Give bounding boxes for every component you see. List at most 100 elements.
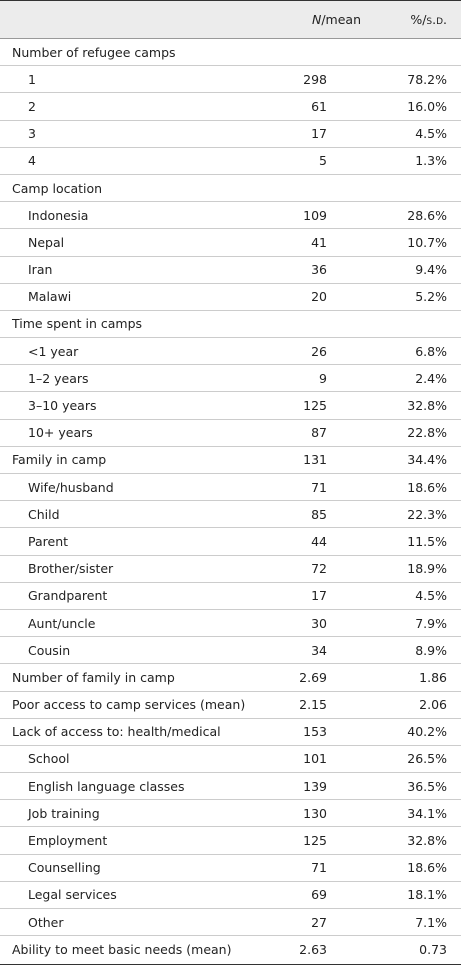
pct-cell: 18.9% <box>407 561 447 577</box>
table-row: Legal services 69 18.1% <box>0 882 461 909</box>
n-cell: 34 <box>311 642 327 658</box>
table-row: Job training 130 34.1% <box>0 800 461 828</box>
row-label: 2 <box>28 98 36 114</box>
row-label: Wife/husband <box>28 479 114 495</box>
pct-cell: 34.4% <box>407 452 447 468</box>
n-cell: 9 <box>319 370 327 386</box>
table-row: Indonesia 109 28.6% <box>0 202 461 230</box>
n-cell: 85 <box>311 506 327 522</box>
pct-cell: 11.5% <box>407 533 447 549</box>
row-label: 3–10 years <box>28 398 97 414</box>
n-cell: 125 <box>303 398 327 414</box>
header-text: /mean <box>321 12 361 27</box>
table-row: Child 85 22.3% <box>0 501 461 529</box>
row-label: 10+ years <box>28 425 93 441</box>
table-row: Camp location <box>0 175 461 203</box>
pct-cell: 40.2% <box>407 724 447 740</box>
table-row: Malawi 20 5.2% <box>0 284 461 311</box>
pct-cell: 7.9% <box>415 615 447 631</box>
table-row: Grandparent 17 4.5% <box>0 583 461 610</box>
table-body: Number of refugee camps 1 298 78.2% 2 61 16.0%… <box>0 39 461 963</box>
pct-cell: 18.6% <box>407 479 447 495</box>
n-cell: 69 <box>311 887 327 903</box>
pct-cell: 32.8% <box>407 398 447 414</box>
row-label: Other <box>28 914 64 930</box>
table-row: 2 61 16.0% <box>0 93 461 121</box>
n-cell: 2.69 <box>299 669 327 685</box>
n-cell: 36 <box>311 262 327 278</box>
row-label: Ability to meet basic needs (mean) <box>12 942 232 958</box>
row-label: Iran <box>28 262 53 278</box>
n-cell: 130 <box>303 805 327 821</box>
row-label: Employment <box>28 833 108 849</box>
n-cell: 131 <box>303 452 327 468</box>
table-row: Ability to meet basic needs (mean) 2.63 0.… <box>0 936 461 963</box>
table-row: Cousin 34 8.9% <box>0 637 461 665</box>
row-label: Poor access to camp services (mean) <box>12 697 246 713</box>
table-row: Time spent in camps <box>0 311 461 339</box>
n-cell: 2.63 <box>299 942 327 958</box>
table-row: 3–10 years 125 32.8% <box>0 392 461 420</box>
table-row: Number of refugee camps <box>0 39 461 67</box>
table-row: Parent 44 11.5% <box>0 528 461 556</box>
n-cell: 298 <box>303 71 327 87</box>
pct-cell: 4.5% <box>415 588 447 604</box>
row-label: Counselling <box>28 860 101 876</box>
pct-cell: 32.8% <box>407 833 447 849</box>
row-label: 4 <box>28 153 36 169</box>
table-row: Family in camp 131 34.4% <box>0 447 461 474</box>
pct-cell: 22.3% <box>407 506 447 522</box>
row-label: 1 <box>28 71 36 87</box>
row-label: Indonesia <box>28 207 89 223</box>
row-label: <1 year <box>28 343 79 359</box>
n-cell: 72 <box>311 561 327 577</box>
row-label: Lack of access to: health/medical <box>12 724 221 740</box>
row-label: Malawi <box>28 289 72 305</box>
pct-cell: 2.4% <box>415 370 447 386</box>
pct-cell: 1.86 <box>419 669 447 685</box>
header-row: N/mean %/s.d. <box>0 1 461 39</box>
pct-cell: 78.2% <box>407 71 447 87</box>
table-row: Poor access to camp services (mean) 2.15 2… <box>0 692 461 719</box>
pct-cell: 1.3% <box>415 153 447 169</box>
pct-cell: 2.06 <box>419 697 447 713</box>
header-text: N <box>311 12 322 27</box>
table-row: Nepal 41 10.7% <box>0 229 461 257</box>
pct-cell: 7.1% <box>415 914 447 930</box>
row-label: Child <box>28 506 60 522</box>
row-label: 1–2 years <box>28 370 89 386</box>
pct-cell: 9.4% <box>415 262 447 278</box>
header-cell: N/mean <box>312 1 361 38</box>
table-row: Employment 125 32.8% <box>0 827 461 855</box>
n-cell: 41 <box>311 234 327 250</box>
table-row: 3 17 4.5% <box>0 121 461 148</box>
table-row: Iran 36 9.4% <box>0 257 461 284</box>
row-label: Parent <box>28 533 69 549</box>
pct-cell: 34.1% <box>407 805 447 821</box>
n-cell: 26 <box>311 343 327 359</box>
table-row: Counselling 71 18.6% <box>0 855 461 882</box>
n-cell: 27 <box>311 914 327 930</box>
row-label: Nepal <box>28 234 65 250</box>
n-cell: 87 <box>311 425 327 441</box>
table-row: Lack of access to: health/medical 153 40.2… <box>0 719 461 746</box>
pct-cell: 8.9% <box>415 642 447 658</box>
n-cell: 44 <box>311 533 327 549</box>
n-cell: 20 <box>311 289 327 305</box>
n-cell: 101 <box>303 751 327 767</box>
table-row: Wife/husband 71 18.6% <box>0 474 461 502</box>
pct-cell: 28.6% <box>407 207 447 223</box>
table-row: <1 year 26 6.8% <box>0 338 461 366</box>
pct-cell: 6.8% <box>415 343 447 359</box>
row-label: English language classes <box>28 778 185 794</box>
row-label: Number of family in camp <box>12 669 175 685</box>
pct-cell: 18.6% <box>407 860 447 876</box>
n-cell: 17 <box>311 588 327 604</box>
n-cell: 125 <box>303 833 327 849</box>
header-text: %/ <box>410 12 427 27</box>
row-label: Aunt/uncle <box>28 615 96 631</box>
pct-cell: 22.8% <box>407 425 447 441</box>
table-row: Brother/sister 72 18.9% <box>0 556 461 583</box>
n-cell: 153 <box>303 724 327 740</box>
